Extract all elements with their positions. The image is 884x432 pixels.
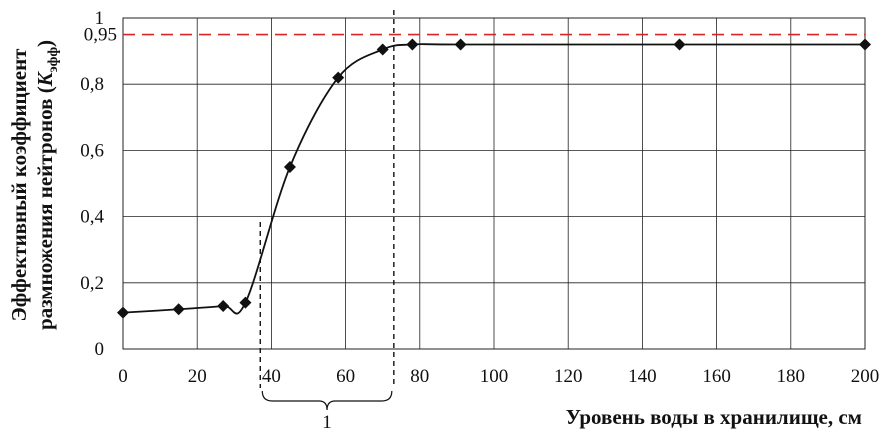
bracket-label: 1 bbox=[322, 412, 332, 432]
data-point bbox=[673, 38, 686, 51]
x-tick-label: 120 bbox=[554, 366, 583, 387]
x-tick-label: 60 bbox=[336, 366, 355, 387]
x-tick-label: 40 bbox=[262, 366, 281, 387]
plot-frame bbox=[122, 17, 866, 350]
x-tick-label: 20 bbox=[188, 366, 207, 387]
y-tick-label: 0,4 bbox=[80, 207, 104, 228]
y-axis-title-line1: Эффективный коэффициент bbox=[7, 48, 31, 322]
data-point bbox=[406, 38, 419, 51]
y-tick-label: 0,2 bbox=[80, 273, 104, 294]
data-points bbox=[117, 38, 871, 319]
bracket bbox=[261, 390, 393, 411]
y-axis-title: Эффективный коэффициент размножения нейт… bbox=[7, 40, 61, 330]
x-tick-label: 160 bbox=[702, 366, 731, 387]
x-axis-tick-labels: 0 20 40 60 80 100 120 140 160 180 200 bbox=[118, 366, 879, 387]
data-point bbox=[117, 306, 129, 319]
x-axis-title: Уровень воды в хранилище, см bbox=[566, 405, 862, 429]
vertical-markers bbox=[259, 10, 395, 388]
data-point bbox=[283, 160, 296, 173]
x-tick-label: 180 bbox=[777, 366, 806, 387]
bracket-annotation: 1 bbox=[261, 390, 393, 432]
y-tick-label: 0,8 bbox=[80, 74, 104, 95]
x-tick-label: 140 bbox=[628, 366, 657, 387]
grid bbox=[122, 17, 866, 350]
data-point bbox=[332, 71, 345, 84]
data-point bbox=[239, 296, 252, 309]
data-point bbox=[454, 38, 467, 51]
x-tick-label: 200 bbox=[851, 366, 880, 387]
data-point bbox=[859, 38, 871, 51]
y-tick-label: 0 bbox=[95, 339, 105, 360]
x-tick-label: 100 bbox=[480, 366, 509, 387]
y-axis-tick-labels: 0 0,2 0,4 0,6 0,8 1 bbox=[80, 8, 104, 360]
y-tick-label: 0,6 bbox=[80, 140, 104, 161]
y-axis-title-line2: размножения нейтронов (Kэфф) bbox=[33, 40, 61, 330]
x-tick-label: 0 bbox=[118, 366, 128, 387]
reference-line-group: 0,95 bbox=[84, 25, 865, 46]
x-tick-label: 80 bbox=[410, 366, 429, 387]
data-point bbox=[376, 43, 389, 56]
reference-label: 0,95 bbox=[84, 25, 117, 46]
data-point bbox=[172, 303, 185, 316]
data-point bbox=[217, 299, 230, 312]
y-tick-label: 1 bbox=[95, 8, 105, 29]
